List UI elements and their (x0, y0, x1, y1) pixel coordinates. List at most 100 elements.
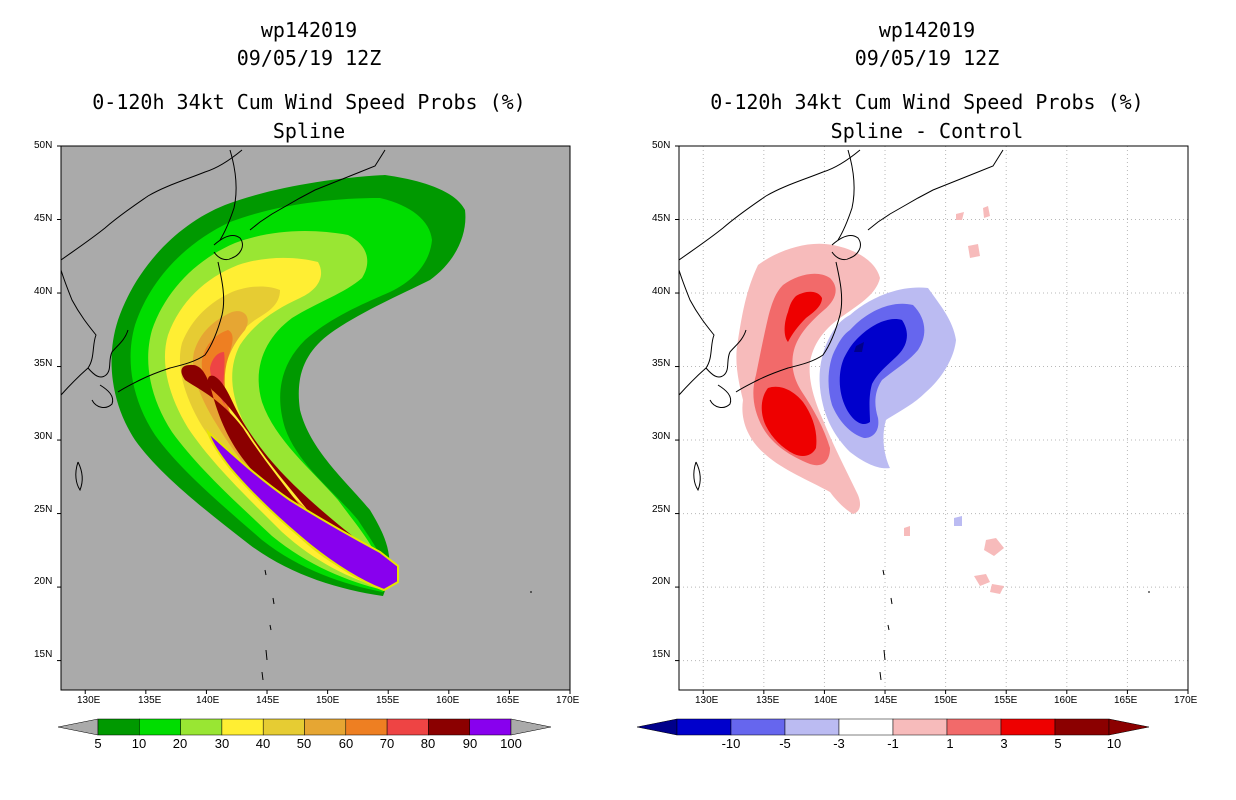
right-lon-label: 160E (1054, 695, 1078, 706)
left-colorbar-label: 40 (255, 736, 271, 751)
colorbar-swatch (1000, 718, 1056, 736)
right-lat-label: 50N (652, 140, 671, 151)
colorbar-swatch (180, 718, 223, 736)
prob-band-90 (207, 375, 384, 576)
right-map-frame (678, 145, 1189, 691)
right-lon-label: 140E (814, 695, 838, 706)
colorbar-swatch (946, 718, 1002, 736)
right-lon-label: 170E (1174, 695, 1198, 706)
coastline-sakhalin (837, 149, 855, 241)
left-colorbar-label: 90 (462, 736, 478, 751)
left-lon-label: 170E (556, 695, 580, 706)
right-lon-label: 150E (934, 695, 958, 706)
colorbar-swatch (469, 718, 512, 736)
right-colorbar-label: -10 (721, 736, 741, 751)
diff-positive-5b (761, 386, 817, 456)
right-colorbar-label: 10 (1106, 736, 1122, 751)
prob-band-50 (192, 311, 383, 584)
left-title-product: 0-120h 34kt Cum Wind Speed Probs (%) (92, 90, 526, 114)
coastline-islands (261, 569, 532, 681)
colorbar-swatch (428, 718, 470, 736)
right-title-product: 0-120h 34kt Cum Wind Speed Probs (%) (710, 90, 1144, 114)
diff-negative-5 (839, 319, 907, 425)
left-lon-label: 160E (436, 695, 460, 706)
coastline-taiwan (693, 461, 701, 492)
left-lat-label: 50N (34, 140, 53, 151)
colorbar-swatch (221, 718, 264, 736)
right-lon-label: 155E (994, 695, 1018, 706)
right-lon-label: 135E (756, 695, 780, 706)
right-lat-label: 45N (652, 213, 671, 224)
left-lon-label: 150E (316, 695, 340, 706)
left-lat-label: 45N (34, 213, 53, 224)
left-map (57, 145, 571, 694)
right-lat-label: 30N (652, 431, 671, 442)
left-colorbar-label: 100 (500, 736, 522, 751)
left-lat-label: 35N (34, 358, 53, 369)
coastline-korea (705, 329, 747, 378)
left-colorbar-label: 80 (420, 736, 436, 751)
coastline-kuril (867, 149, 1004, 231)
right-colorbar-label: 1 (946, 736, 954, 751)
right-lat-label: 20N (652, 576, 671, 587)
diff-positive-5 (784, 291, 822, 342)
left-colorbar-label: 5 (94, 736, 102, 751)
left-title-datetime: 09/05/19 12Z (236, 46, 382, 70)
coastline-kyushu (91, 384, 114, 408)
colorbar-swatch (345, 718, 388, 736)
right-lat-label: 25N (652, 504, 671, 515)
right-lat-label: 35N (652, 358, 671, 369)
coastline-kuril (249, 149, 386, 231)
left-lon-label: 155E (376, 695, 400, 706)
colorbar-swatch (139, 718, 181, 736)
right-coastlines (678, 149, 1150, 681)
colorbar-overflow-triangle (510, 718, 552, 736)
coastline-islands (879, 569, 1150, 681)
colorbar-swatch (304, 718, 347, 736)
colorbar-swatch (676, 718, 732, 736)
right-lon-label: 165E (1114, 695, 1138, 706)
right-colorbar-label: -1 (887, 736, 899, 751)
right-title-method: Spline - Control (830, 119, 1024, 143)
right-difference-contours (736, 206, 1004, 594)
left-lon-label: 140E (196, 695, 220, 706)
left-title-method: Spline (272, 119, 346, 143)
right-axis-ticks (675, 145, 1189, 694)
coastline-korea (87, 329, 129, 378)
coastline-kyushu (709, 384, 732, 408)
left-lat-label: 25N (34, 504, 53, 515)
left-colorbar-label: 70 (379, 736, 395, 751)
colorbar-swatch (97, 718, 140, 736)
coastline-hokkaido (213, 235, 243, 261)
right-colorbar-label: 3 (1000, 736, 1008, 751)
coastline-asia-mainland (60, 149, 243, 396)
left-lat-label: 20N (34, 576, 53, 587)
right-lon-label: 130E (695, 695, 719, 706)
colorbar-swatch (838, 718, 894, 736)
left-lon-label: 145E (256, 695, 280, 706)
prob-band-80 (181, 364, 383, 578)
left-colorbar-label: 30 (214, 736, 230, 751)
right-title-storm-id: wp142019 (878, 18, 976, 42)
left-axis-ticks (57, 145, 571, 694)
colorbar-underflow-triangle (636, 718, 678, 736)
right-map (675, 145, 1189, 694)
colorbar-swatch (730, 718, 786, 736)
right-lat-label: 15N (652, 649, 671, 660)
colorbar-swatch (892, 718, 948, 736)
diff-positive-small (904, 206, 1004, 594)
left-colorbar (57, 718, 552, 736)
left-colorbar-label: 60 (338, 736, 354, 751)
right-title-datetime: 09/05/19 12Z (854, 46, 1000, 70)
left-lat-label: 15N (34, 649, 53, 660)
left-lon-label: 135E (138, 695, 162, 706)
diff-negative-10 (854, 342, 864, 352)
colorbar-swatch (1054, 718, 1110, 736)
coastline-honshu (735, 261, 843, 393)
coastline-asia-mainland (678, 149, 861, 396)
left-lat-label: 30N (34, 431, 53, 442)
right-lon-label: 145E (874, 695, 898, 706)
colorbar-underflow-triangle (57, 718, 99, 736)
right-lat-label: 40N (652, 286, 671, 297)
left-coastlines (60, 149, 532, 681)
